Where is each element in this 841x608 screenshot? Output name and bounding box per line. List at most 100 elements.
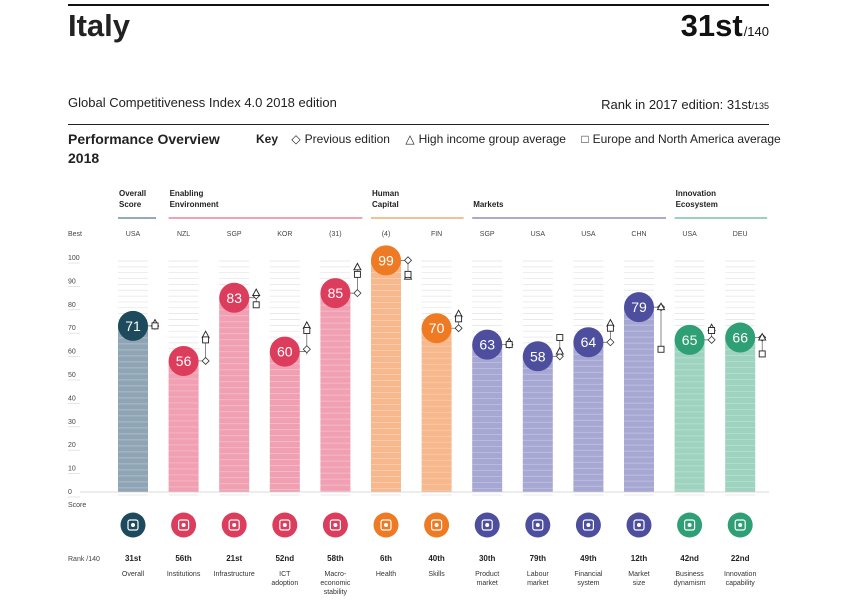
icon-glyph xyxy=(228,519,240,531)
triangle-icon: △ xyxy=(405,132,415,146)
group-header-label: Ecosystem xyxy=(676,200,718,209)
category-column: 66 22nd Innovation capability xyxy=(724,260,767,587)
category-label: Infrastructure xyxy=(214,571,255,578)
y-tick-label: 60 xyxy=(68,349,76,356)
category-column: 83 21st Infrastructure xyxy=(214,260,261,578)
score-circle xyxy=(472,329,503,360)
best-performer-label: USA xyxy=(581,231,596,238)
group-header-label: Markets xyxy=(473,200,504,209)
score-bar xyxy=(674,339,705,492)
rank-value-label: 21st xyxy=(226,554,242,563)
rank-label: Rank /140 xyxy=(68,556,100,563)
previous-rank-label: Rank in 2017 edition: 31st xyxy=(601,97,752,112)
europe-marker xyxy=(202,336,210,344)
best-performer-label: (4) xyxy=(382,231,391,238)
group-header-label: Innovation xyxy=(676,189,717,198)
category-label: economic xyxy=(320,580,350,587)
icon-glyph xyxy=(582,519,595,531)
y-tick-label: 10 xyxy=(68,466,76,473)
europe-marker xyxy=(556,334,564,342)
category-label: Innovation xyxy=(724,571,756,578)
legend: Key ◇ Previous edition △ High income group… xyxy=(256,132,793,146)
category-column: 71 31st Overall xyxy=(118,260,160,578)
best-performer-label: USA xyxy=(682,231,697,238)
score-label: Score xyxy=(68,502,86,509)
category-column: 85 58th Macro-economic stability xyxy=(320,260,362,596)
score-bar xyxy=(522,356,553,492)
score-circle xyxy=(522,341,553,372)
legend-previous-label: Previous edition xyxy=(304,132,390,146)
icon-glyph xyxy=(380,519,392,531)
y-tick-label: 90 xyxy=(68,278,76,285)
legend-europe-label: Europe and North America average xyxy=(592,132,781,146)
group-header-label: Human xyxy=(372,189,399,198)
category-column: 99 6th Health xyxy=(371,245,413,578)
category-label: capability xyxy=(726,580,756,587)
legend-high-income-label: High income group average xyxy=(418,132,566,146)
score-bar xyxy=(624,307,654,492)
score-circle xyxy=(219,282,250,313)
score-bar xyxy=(118,325,148,492)
previous-rank-total: /135 xyxy=(751,101,769,111)
score-circle xyxy=(674,324,705,355)
y-tick-label: 30 xyxy=(68,419,76,426)
category-label: Financial xyxy=(574,571,602,578)
best-performer-label: DEU xyxy=(733,231,748,238)
high-income-marker xyxy=(555,346,565,355)
y-tick-label: 20 xyxy=(68,442,76,449)
high-income-marker xyxy=(757,332,767,341)
legend-europe: □ Europe and North America average xyxy=(581,132,780,146)
performance-overview-title: Performance Overview 2018 xyxy=(68,130,220,168)
edition-label: Global Competitiveness Index 4.0 2018 ed… xyxy=(68,95,337,110)
best-performer-label: SGP xyxy=(227,231,242,238)
score-circle xyxy=(371,245,401,276)
category-column: 63 30th Product market xyxy=(472,260,514,587)
europe-marker xyxy=(252,301,260,309)
icon-glyph xyxy=(279,519,291,531)
previous-edition-marker xyxy=(454,324,463,333)
category-label: Business xyxy=(675,571,704,578)
rank-total: /140 xyxy=(743,24,769,39)
category-label: Overall xyxy=(122,571,145,578)
score-value-label: 60 xyxy=(277,344,293,360)
category-column: 58 79th Labour market xyxy=(522,260,565,587)
icon-glyph xyxy=(127,519,139,531)
score-value-label: 79 xyxy=(631,299,647,315)
icon-glyph xyxy=(178,519,190,531)
category-label: Product xyxy=(475,571,499,578)
rank-value-label: 30th xyxy=(479,554,496,563)
rank-value-label: 22nd xyxy=(731,554,750,563)
score-value-label: 66 xyxy=(732,330,748,346)
section-rule xyxy=(68,124,769,125)
y-tick-label: 40 xyxy=(68,395,76,402)
icon-glyph xyxy=(683,519,696,531)
category-column: 64 49th Financial system xyxy=(573,260,615,587)
rank-value-label: 49th xyxy=(580,554,597,563)
icon-glyph-dot xyxy=(333,523,338,527)
rank-value-label: 79th xyxy=(530,554,547,563)
score-circle xyxy=(573,327,604,358)
best-performer-label: KOR xyxy=(277,231,292,238)
category-label: market xyxy=(527,580,548,587)
category-column: 70 40th Skills xyxy=(421,260,463,578)
score-value-label: 58 xyxy=(530,348,546,364)
score-value-label: 99 xyxy=(378,252,394,268)
category-label: size xyxy=(633,580,646,587)
group-header-label: Overall xyxy=(119,189,146,198)
category-label: system xyxy=(577,580,599,587)
icon-glyph xyxy=(431,519,443,531)
score-value-label: 63 xyxy=(479,337,495,353)
score-circle xyxy=(421,313,452,344)
category-label: Labour xyxy=(527,571,549,578)
best-performer-label: SGP xyxy=(480,231,495,238)
legend-high-income: △ High income group average xyxy=(405,132,566,146)
category-column: 65 42nd Business dynamism xyxy=(674,260,716,587)
high-income-marker xyxy=(656,302,666,311)
best-performer-label: (31) xyxy=(329,231,341,238)
best-performer-label: CHN xyxy=(631,231,646,238)
rank-value-label: 52nd xyxy=(275,554,294,563)
icon-glyph-dot xyxy=(637,523,641,527)
country-title: Italy xyxy=(68,8,131,43)
icon-glyph xyxy=(734,519,746,531)
score-bar xyxy=(371,260,401,492)
